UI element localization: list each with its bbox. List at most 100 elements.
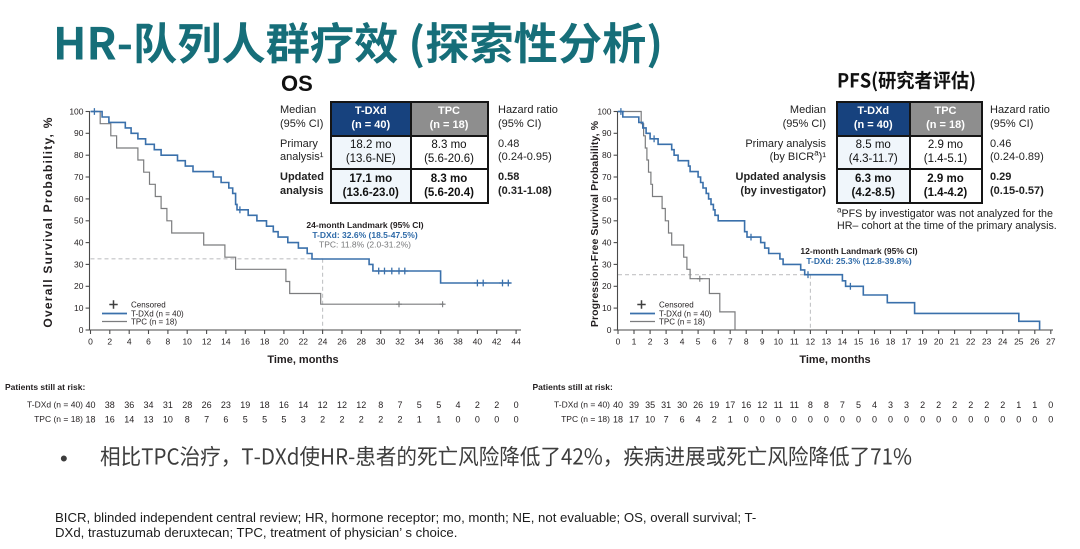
svg-text:18: 18 (613, 415, 623, 425)
svg-text:0: 0 (840, 415, 845, 425)
svg-text:16: 16 (241, 337, 251, 347)
svg-text:1: 1 (632, 337, 637, 347)
svg-text:5: 5 (281, 415, 286, 425)
svg-text:17: 17 (725, 400, 735, 410)
svg-text:2: 2 (339, 415, 344, 425)
svg-text:1: 1 (1032, 400, 1037, 410)
svg-text:T-DXd (n = 40): T-DXd (n = 40) (131, 310, 184, 319)
svg-text:19: 19 (240, 400, 250, 410)
svg-text:10: 10 (163, 415, 173, 425)
svg-text:7: 7 (204, 415, 209, 425)
svg-text:20: 20 (602, 281, 612, 291)
svg-text:30: 30 (602, 259, 612, 269)
svg-text:Overall Survival Probability,: Overall Survival Probability, % (41, 116, 55, 327)
svg-text:31: 31 (163, 400, 173, 410)
svg-text:38: 38 (453, 337, 463, 347)
svg-text:90: 90 (74, 128, 84, 138)
svg-text:3: 3 (664, 337, 669, 347)
svg-text:2: 2 (320, 415, 325, 425)
svg-text:Time, months: Time, months (799, 354, 870, 366)
svg-text:50: 50 (74, 216, 84, 226)
svg-text:26: 26 (202, 400, 212, 410)
svg-text:10: 10 (602, 303, 612, 313)
svg-text:Time, months: Time, months (267, 354, 338, 366)
svg-text:16: 16 (105, 415, 115, 425)
svg-text:20: 20 (279, 337, 289, 347)
svg-text:36: 36 (434, 337, 444, 347)
svg-text:12: 12 (337, 400, 347, 410)
svg-text:0: 0 (968, 415, 973, 425)
svg-text:11: 11 (790, 337, 799, 347)
svg-text:0: 0 (1048, 415, 1053, 425)
svg-text:14: 14 (838, 337, 848, 347)
svg-text:1: 1 (728, 415, 733, 425)
svg-text:100: 100 (69, 106, 83, 116)
svg-text:0: 0 (1000, 415, 1005, 425)
svg-text:0: 0 (920, 415, 925, 425)
svg-text:23: 23 (221, 400, 231, 410)
svg-text:40: 40 (602, 238, 612, 248)
svg-text:0: 0 (514, 415, 519, 425)
svg-text:2: 2 (712, 415, 717, 425)
svg-text:16: 16 (870, 337, 880, 347)
svg-text:0: 0 (88, 337, 93, 347)
svg-text:0: 0 (607, 325, 612, 335)
svg-text:26: 26 (1030, 337, 1040, 347)
svg-text:38: 38 (105, 400, 115, 410)
svg-text:27: 27 (1046, 337, 1056, 347)
svg-text:50: 50 (602, 216, 612, 226)
svg-text:12-month Landmark (95% CI): 12-month Landmark (95% CI) (800, 246, 917, 256)
svg-text:0: 0 (1016, 415, 1021, 425)
svg-text:12: 12 (757, 400, 767, 410)
svg-text:39: 39 (629, 400, 639, 410)
svg-text:5: 5 (243, 415, 248, 425)
svg-text:20: 20 (934, 337, 944, 347)
svg-text:T-DXd: 32.6% (18.5-47.5%): T-DXd: 32.6% (18.5-47.5%) (312, 230, 418, 240)
svg-text:2: 2 (968, 400, 973, 410)
svg-text:14: 14 (221, 337, 231, 347)
svg-text:24: 24 (998, 337, 1008, 347)
svg-text:3: 3 (904, 400, 909, 410)
svg-text:6: 6 (680, 415, 685, 425)
svg-text:10: 10 (774, 337, 784, 347)
svg-text:5: 5 (436, 400, 441, 410)
svg-text:2: 2 (107, 337, 112, 347)
svg-text:8: 8 (824, 400, 829, 410)
svg-text:TPC: 11.8% (2.0-31.2%): TPC: 11.8% (2.0-31.2%) (319, 240, 411, 250)
svg-text:15: 15 (854, 337, 864, 347)
svg-text:11: 11 (774, 400, 783, 410)
svg-text:Progression-Free Survival Prob: Progression-Free Survival Probability, % (589, 120, 601, 327)
svg-text:0: 0 (808, 415, 813, 425)
svg-text:T-DXd (n = 40): T-DXd (n = 40) (554, 400, 610, 410)
svg-text:80: 80 (602, 150, 612, 160)
svg-text:3: 3 (888, 400, 893, 410)
svg-text:30: 30 (74, 259, 84, 269)
svg-text:0: 0 (744, 415, 749, 425)
svg-text:20: 20 (74, 281, 84, 291)
svg-text:16: 16 (279, 400, 289, 410)
svg-text:7: 7 (397, 400, 402, 410)
svg-text:28: 28 (357, 337, 367, 347)
svg-text:10: 10 (182, 337, 192, 347)
svg-text:0: 0 (79, 325, 84, 335)
svg-text:60: 60 (602, 194, 612, 204)
svg-text:44: 44 (511, 337, 521, 347)
svg-text:26: 26 (337, 337, 347, 347)
svg-text:10: 10 (74, 303, 84, 313)
svg-text:2: 2 (648, 337, 653, 347)
svg-text:21: 21 (950, 337, 960, 347)
svg-text:26: 26 (693, 400, 703, 410)
svg-text:0: 0 (514, 400, 519, 410)
svg-text:13: 13 (822, 337, 832, 347)
svg-text:0: 0 (475, 415, 480, 425)
svg-text:36: 36 (124, 400, 134, 410)
svg-text:TPC (n = 18): TPC (n = 18) (34, 414, 83, 424)
svg-text:2: 2 (920, 400, 925, 410)
svg-text:42: 42 (492, 337, 502, 347)
svg-text:40: 40 (85, 400, 95, 410)
svg-text:12: 12 (202, 337, 212, 347)
svg-text:4: 4 (872, 400, 877, 410)
svg-text:34: 34 (415, 337, 425, 347)
svg-text:12: 12 (806, 337, 816, 347)
svg-text:24-month Landmark (95% CI): 24-month Landmark (95% CI) (306, 220, 423, 230)
